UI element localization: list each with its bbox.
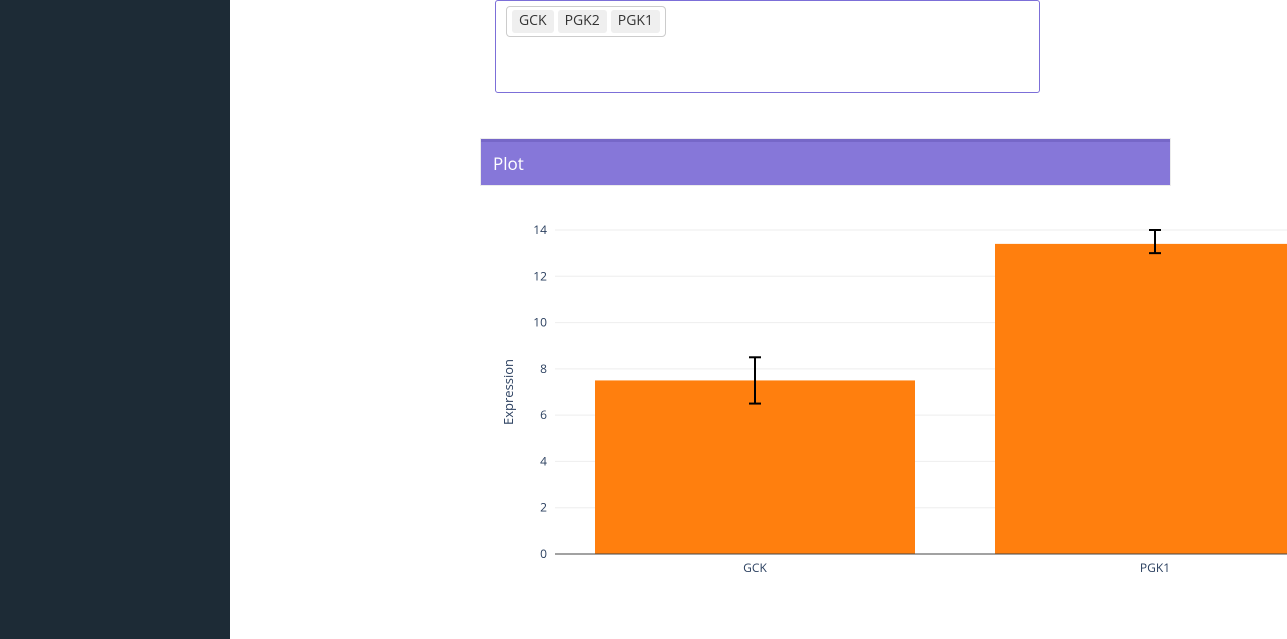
gene-tag[interactable]: GCK	[512, 10, 554, 33]
bar[interactable]	[995, 244, 1287, 554]
main-content: GCKPGK2PGK1 Plot 02468101214GCKPGK1Expre…	[230, 0, 1287, 639]
y-tick-label: 12	[533, 267, 547, 284]
gene-tag[interactable]: PGK1	[611, 10, 660, 33]
gene-tag[interactable]: PGK2	[558, 10, 607, 33]
page-root: GCKPGK2PGK1 Plot 02468101214GCKPGK1Expre…	[0, 0, 1287, 639]
plot-panel-title: Plot	[481, 139, 1170, 185]
y-tick-label: 2	[540, 499, 547, 516]
gene-tag-input[interactable]: GCKPGK2PGK1	[506, 6, 666, 37]
y-tick-label: 6	[540, 406, 547, 423]
x-tick-label: GCK	[743, 559, 767, 576]
y-tick-label: 4	[540, 452, 547, 469]
y-tick-label: 14	[533, 221, 547, 238]
plot-panel: Plot	[480, 138, 1171, 186]
bar[interactable]	[595, 380, 915, 554]
chart-svg: 0 2 4 6 8 10 12 14 GCK PGK1 Expression	[495, 188, 1287, 608]
left-sidebar	[0, 0, 230, 639]
y-axis-label: Expression	[499, 359, 517, 425]
x-tick-label: PGK1	[1140, 559, 1170, 576]
y-tick-label: 8	[540, 360, 547, 377]
expression-bar-chart: 02468101214GCKPGK1Expression Cervix Uter…	[495, 188, 1287, 608]
gene-selector-card: GCKPGK2PGK1	[495, 0, 1040, 93]
y-tick-label: 10	[533, 314, 547, 331]
y-tick-label: 0	[540, 545, 547, 562]
